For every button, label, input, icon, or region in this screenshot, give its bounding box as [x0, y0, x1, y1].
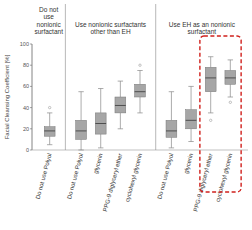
lower-cap — [208, 112, 213, 113]
upper-cap — [228, 59, 233, 60]
upper-whisker — [191, 86, 192, 109]
y-tick — [30, 44, 32, 45]
x-tick-label: glycerin — [93, 153, 104, 175]
median — [115, 105, 126, 106]
group-label-line: Use nonionic surfactants — [75, 21, 147, 28]
upper-cap — [137, 70, 142, 71]
lower-whisker — [100, 134, 101, 148]
y-tick-label: 100 — [20, 41, 29, 47]
y-tick — [30, 65, 32, 66]
upper-cap — [78, 91, 83, 92]
median — [76, 130, 87, 131]
upper-whisker — [49, 113, 50, 127]
median — [186, 120, 197, 121]
y-tick-label: 0 — [26, 147, 29, 153]
group-label-line: Use EH as an nonionic — [169, 21, 236, 28]
highlight — [200, 36, 241, 192]
box — [166, 120, 177, 137]
y-tick — [30, 150, 32, 151]
x-tick-label: Do not use Polyol — [35, 153, 53, 200]
marks — [44, 57, 235, 150]
y-tick — [30, 128, 32, 129]
outlier — [209, 119, 211, 121]
group-label-line: Do not — [39, 6, 58, 13]
group-label-line: other than EH — [90, 28, 130, 35]
lower-cap — [228, 97, 233, 98]
x-tick-label: PPG-9 diglyceryl ether — [192, 153, 213, 213]
upper-whisker — [100, 89, 101, 113]
y-tick — [30, 86, 32, 87]
box — [44, 127, 55, 137]
x-axis — [32, 150, 248, 151]
outlier — [229, 101, 231, 103]
upper-whisker — [171, 92, 172, 121]
upper-cap — [208, 56, 213, 57]
group-separator — [65, 4, 66, 150]
upper-whisker — [81, 92, 82, 121]
box — [186, 110, 197, 129]
x-tick-label: PPG-9 diglyceryl ether — [102, 153, 123, 213]
outlier — [48, 106, 50, 108]
lower-whisker — [210, 92, 211, 113]
group-label-line: nonionic — [37, 21, 62, 28]
group-label-line: surfactant — [34, 28, 63, 35]
upper-cap — [118, 81, 123, 82]
median — [205, 77, 216, 78]
y-tick-label: 60 — [23, 83, 29, 89]
lower-cap — [169, 147, 174, 148]
group-label: Use EH as an nonionicsurfactant — [169, 21, 236, 36]
lower-cap — [98, 147, 103, 148]
upper-whisker — [140, 71, 141, 85]
y-tick-label: 40 — [23, 105, 29, 111]
box — [76, 120, 87, 139]
median — [225, 77, 236, 78]
outlier — [139, 64, 141, 66]
x-tick-label: Do not use Polyol — [156, 153, 174, 200]
group-label-line: use — [43, 13, 54, 20]
group-label-line: surfactant — [188, 28, 217, 35]
median — [166, 130, 177, 131]
upper-cap — [169, 91, 174, 92]
lower-cap — [78, 150, 83, 151]
group-separator — [155, 4, 156, 150]
x-tick-label: Do not use Polyol — [66, 153, 84, 200]
upper-cap — [98, 88, 103, 89]
box — [115, 97, 126, 113]
group-label: Use nonionic surfactantsother than EH — [75, 21, 147, 36]
lower-whisker — [49, 136, 50, 144]
lower-cap — [118, 128, 123, 129]
y-axis — [32, 44, 33, 150]
upper-whisker — [230, 60, 231, 71]
y-tick — [30, 107, 32, 108]
y-tick-label: 20 — [23, 126, 29, 132]
y-axis-label: Facial Cleansing Coefficient [%] — [4, 54, 10, 139]
x-tick-label: glycerin — [183, 153, 194, 175]
lower-whisker — [140, 97, 141, 113]
lower-cap — [137, 112, 142, 113]
y-tick-label: 80 — [23, 62, 29, 68]
chart: 0 20 40 60 80 100 Facial Cleansing Coefficient… — [0, 0, 252, 230]
median — [135, 91, 146, 92]
lower-cap — [47, 144, 52, 145]
lower-whisker — [230, 84, 231, 97]
box — [95, 113, 106, 134]
lower-whisker — [171, 137, 172, 148]
upper-whisker — [210, 57, 211, 68]
box — [225, 71, 236, 85]
median — [44, 130, 55, 131]
lower-whisker — [81, 139, 82, 150]
box — [135, 84, 146, 97]
box — [205, 67, 216, 91]
x-tick-label: cyclohexyl glycerin — [124, 153, 143, 203]
upper-whisker — [120, 81, 121, 97]
group-label: Do notusenonionicsurfactant — [34, 6, 63, 36]
lower-whisker — [120, 113, 121, 129]
x-tick-label: cyclohexyl glycerin — [215, 153, 234, 203]
upper-cap — [47, 112, 52, 113]
lower-cap — [188, 141, 193, 142]
lower-whisker — [191, 129, 192, 142]
upper-cap — [188, 86, 193, 87]
median — [95, 123, 106, 124]
